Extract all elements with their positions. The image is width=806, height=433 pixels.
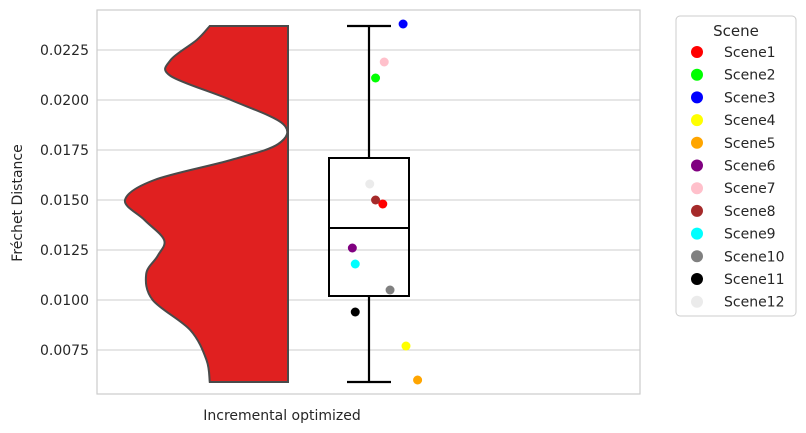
- point-scene8: [371, 195, 381, 205]
- x-category-label: Incremental optimized: [203, 408, 361, 424]
- violin-shape: [123, 25, 289, 383]
- legend-marker-scene2: [691, 68, 703, 81]
- legend-marker-scene11: [691, 273, 703, 285]
- legend-label-scene10: Scene10: [724, 249, 785, 265]
- point-scene12: [365, 179, 375, 189]
- legend-marker-scene9: [691, 227, 703, 240]
- legend-frame: [675, 15, 797, 317]
- point-scene10: [385, 285, 395, 295]
- point-scene3: [398, 19, 408, 29]
- legend-label-scene3: Scene3: [724, 90, 776, 106]
- legend-items: Scene1 Scene2 Scene3 Scene4 Scene5 Scene6 Scen…: [691, 45, 785, 311]
- y-tick-label: 0.0125: [40, 243, 89, 259]
- point-scene9: [350, 259, 360, 269]
- legend-label-scene9: Scene9: [724, 227, 776, 243]
- legend-marker-scene12: [691, 295, 703, 308]
- point-scene4: [401, 341, 411, 351]
- legend-marker-scene5: [691, 136, 703, 149]
- y-tick-label: 0.0225: [40, 43, 89, 59]
- legend-marker-scene7: [691, 182, 703, 195]
- y-tick-label: 0.0200: [40, 93, 89, 109]
- y-tick-label: 0.0100: [40, 293, 89, 309]
- box-plot: [328, 24, 410, 384]
- legend-label-scene5: Scene5: [724, 136, 776, 152]
- point-scene1: [378, 199, 388, 209]
- y-axis-label: Fréchet Distance: [10, 144, 26, 261]
- legend-marker-scene4: [691, 114, 703, 127]
- legend-marker-scene10: [691, 250, 703, 263]
- point-scene7: [379, 57, 389, 67]
- legend-label-scene12: Scene12: [724, 295, 785, 311]
- legend-title: Scene: [713, 22, 759, 40]
- legend-marker-scene6: [691, 159, 703, 172]
- point-scene6: [347, 243, 357, 253]
- violin: [123, 25, 289, 383]
- y-tick-label: 0.0150: [40, 193, 89, 209]
- legend-label-scene7: Scene7: [724, 181, 776, 197]
- point-scene11: [350, 307, 360, 317]
- y-tick-label: 0.0075: [40, 343, 89, 359]
- point-scene2: [371, 73, 381, 83]
- legend-marker-scene3: [691, 91, 703, 104]
- legend: Scene Scene1Scene2Scene3Scene4Scene5Scen…: [675, 15, 797, 317]
- y-tick-labels: 0.0075 0.0100 0.0125 0.0150 0.0175 0.0200 0.02…: [40, 43, 89, 359]
- legend-marker-scene1: [691, 46, 703, 58]
- legend-label-scene2: Scene2: [724, 68, 776, 84]
- legend-marker-scene8: [691, 204, 703, 217]
- point-scene5: [413, 375, 423, 385]
- legend-label-scene8: Scene8: [724, 204, 776, 220]
- legend-label-scene1: Scene1: [724, 45, 776, 61]
- legend-label-scene6: Scene6: [724, 159, 776, 175]
- y-tick-label: 0.0175: [40, 143, 89, 159]
- legend-label-scene4: Scene4: [724, 113, 776, 129]
- legend-label-scene11: Scene11: [724, 272, 785, 288]
- scatter-points: [347, 19, 423, 385]
